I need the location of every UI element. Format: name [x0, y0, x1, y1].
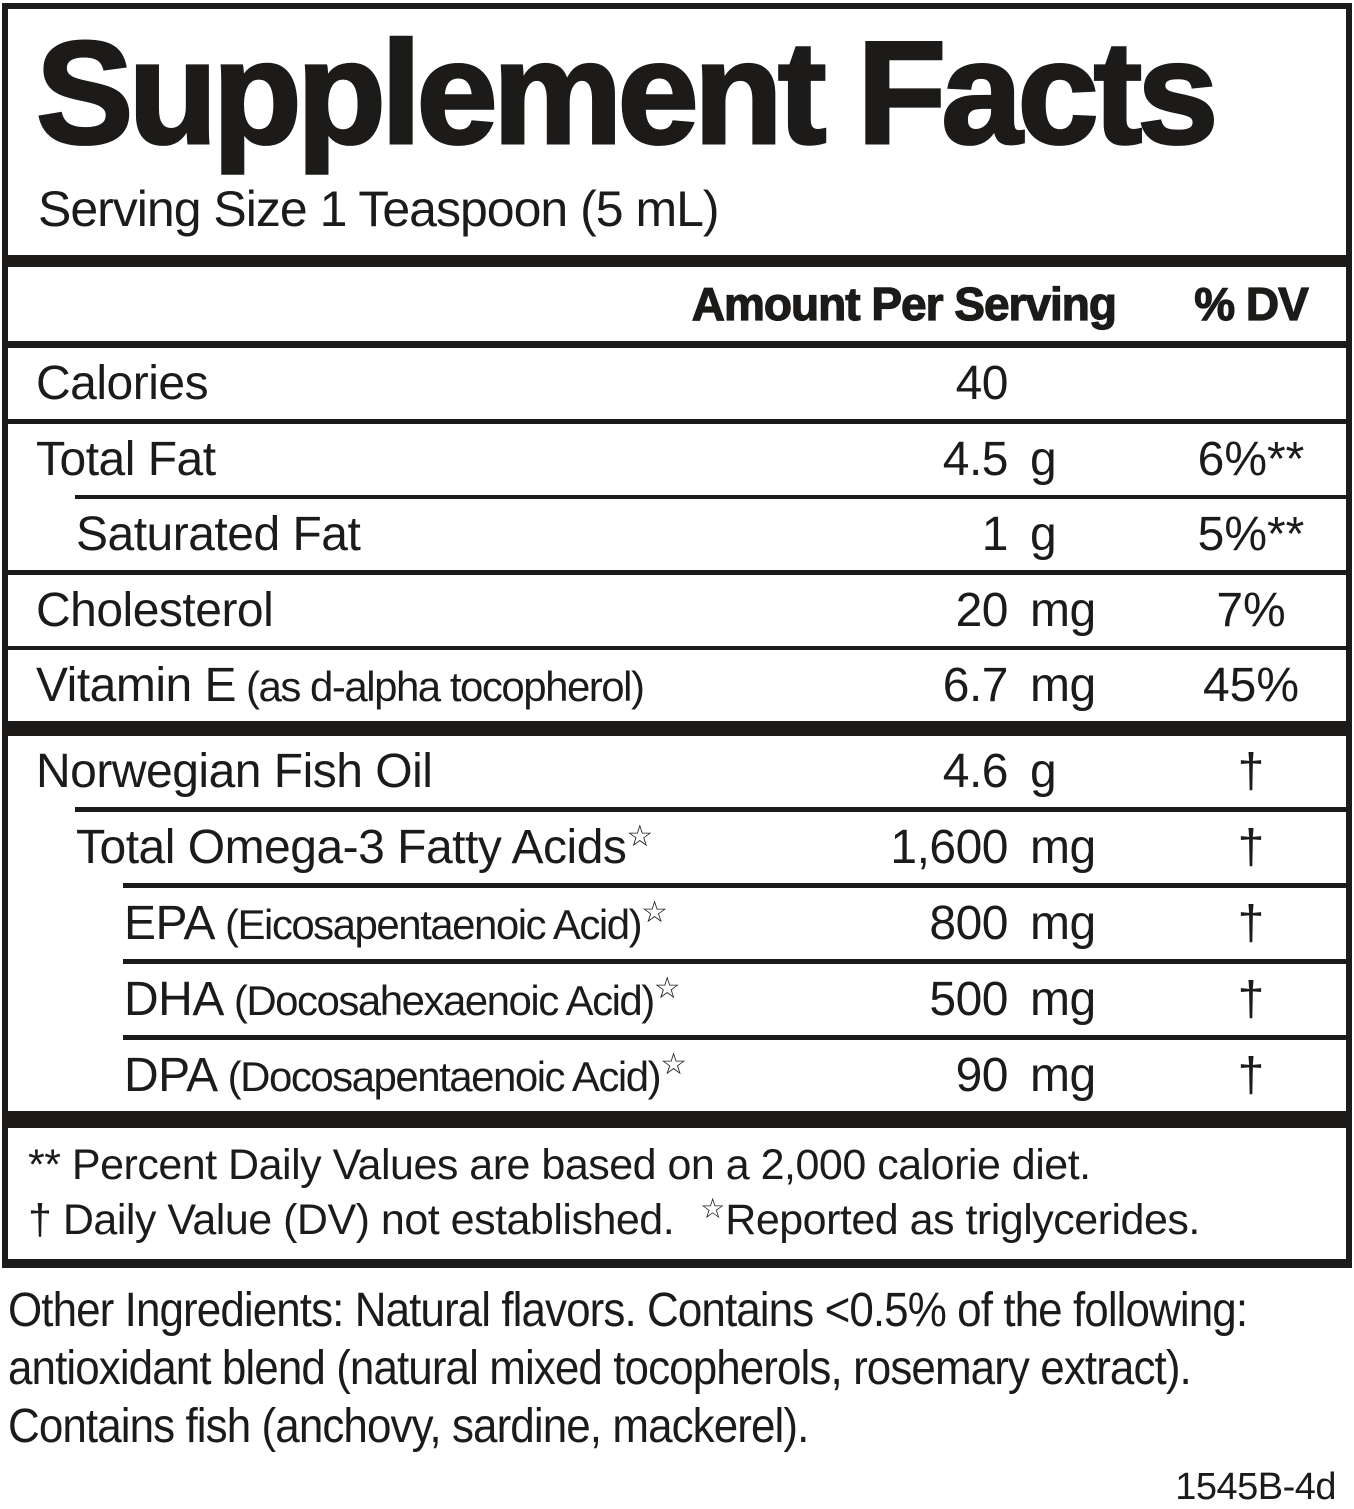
amount-value: 90 [955, 1048, 1009, 1102]
row-divider-indented [123, 958, 1346, 964]
nutrient-name: DHA [124, 972, 224, 1026]
amount-value: 20 [955, 583, 1009, 637]
row-divider-indented [75, 806, 1346, 812]
amount-value: 500 [929, 972, 1008, 1026]
product-code: 1545B-4d [1175, 1466, 1336, 1509]
star-icon: ☆ [626, 819, 654, 853]
dv-suffix: ** [1267, 432, 1305, 486]
nutrient-name: Cholesterol [36, 583, 274, 637]
footnote-dv-not-established: † Daily Value (DV) not established. ☆Repo… [28, 1193, 1200, 1244]
divider-thick [8, 720, 1346, 736]
amount-value: 40 [955, 356, 1009, 410]
amount-value: 4.6 [942, 744, 1009, 798]
divider-thick [8, 1110, 1346, 1128]
dv-value: † [1237, 744, 1265, 798]
amount-unit: g [1030, 432, 1057, 486]
row-divider-indented [123, 882, 1346, 888]
dv-value: † [1237, 1048, 1265, 1102]
amount-unit: mg [1030, 896, 1096, 950]
divider-thick [8, 254, 1346, 267]
nutrient-name: Norwegian Fish Oil [36, 744, 433, 798]
table-row-total-fat: Total Fat 4.5 g 6%** [8, 424, 1346, 495]
nutrient-name: Calories [36, 356, 209, 410]
footnotes: ** Percent Daily Values are based on a 2… [8, 1128, 1346, 1259]
nutrient-detail: (as d-alpha tocopherol) [246, 662, 645, 710]
nutrient-name: EPA [124, 896, 215, 950]
serving-size-text: Serving Size 1 Teaspoon (5 mL) [38, 180, 720, 237]
amount-unit: mg [1030, 583, 1096, 637]
star-icon: ☆ [700, 1193, 726, 1225]
star-icon: ☆ [641, 895, 668, 929]
nutrient-detail: (Eicosapentaenoic Acid) [224, 900, 643, 948]
table-row-total-omega-3: Total Omega-3 Fatty Acids☆ 1,600 mg † [8, 812, 1346, 883]
row-divider [8, 569, 1346, 575]
nutrient-detail: (Docosahexaenoic Acid) [233, 976, 655, 1024]
page-title: Supplement Facts [35, 11, 1220, 174]
divider-medium [8, 340, 1346, 348]
table-row-saturated-fat: Saturated Fat 1 g 5%** [8, 499, 1346, 570]
amount-per-serving-header: Amount Per Serving [691, 277, 1117, 330]
amount-unit: mg [1030, 972, 1096, 1026]
table-row-calories: Calories 40 [8, 348, 1346, 419]
percent-dv-header: % DV [1194, 277, 1310, 330]
row-divider-indented [123, 1034, 1346, 1040]
star-icon: ☆ [653, 971, 681, 1005]
nutrient-name: Total Fat [36, 432, 216, 486]
nutrient-name: Vitamin E [36, 658, 237, 712]
footnote-daily-values: ** Percent Daily Values are based on a 2… [28, 1140, 1091, 1189]
dv-value: † [1237, 972, 1265, 1026]
amount-unit: g [1030, 744, 1057, 798]
amount-value: 4.5 [942, 432, 1009, 486]
row-divider [8, 418, 1346, 424]
nutrient-name: DPA [124, 1048, 218, 1102]
dv-suffix: ** [1267, 507, 1305, 561]
table-row-cholesterol: Cholesterol 20 mg 7% [8, 575, 1346, 646]
supplement-facts-label: Supplement Facts Serving Size 1 Teaspoon… [0, 3, 1354, 1509]
table-row-norwegian-fish-oil: Norwegian Fish Oil 4.6 g † [8, 736, 1346, 807]
row-divider-indented [75, 494, 1346, 499]
row-divider [8, 645, 1346, 650]
dv-value: 7% [1216, 583, 1286, 637]
other-ingredients-text: Other Ingredients: Natural flavors. Cont… [8, 1284, 1248, 1454]
amount-value: 1 [981, 507, 1009, 561]
nutrient-detail: (Docosapentaenoic Acid) [227, 1052, 662, 1100]
table-header-row: Amount Per Serving % DV [8, 267, 1346, 341]
amount-value: 1,600 [890, 820, 1008, 874]
table-row-dha: DHA (Docosahexaenoic Acid)☆ 500 mg † [8, 964, 1346, 1035]
amount-unit: mg [1030, 1048, 1096, 1102]
nutrient-name: Total Omega-3 Fatty Acids [76, 820, 627, 874]
table-row-vitamin-e: Vitamin E (as d-alpha tocopherol) 6.7 mg … [8, 650, 1346, 721]
amount-value: 800 [929, 896, 1008, 950]
nutrient-name: Saturated Fat [76, 507, 361, 561]
table-row-epa: EPA (Eicosapentaenoic Acid)☆ 800 mg † [8, 888, 1346, 959]
star-icon: ☆ [660, 1047, 687, 1081]
amount-unit: mg [1030, 658, 1096, 712]
dv-value: 45% [1202, 658, 1300, 712]
dv-value: 6% [1197, 432, 1267, 486]
dv-value: † [1237, 896, 1265, 950]
table-row-dpa: DPA (Docosapentaenoic Acid)☆ 90 mg † [8, 1040, 1346, 1111]
dv-value: 5% [1197, 507, 1267, 561]
dv-value: † [1237, 820, 1265, 874]
amount-value: 6.7 [942, 658, 1009, 712]
amount-unit: mg [1030, 820, 1096, 874]
facts-panel: Supplement Facts Serving Size 1 Teaspoon… [2, 3, 1352, 1269]
amount-unit: g [1030, 507, 1057, 561]
